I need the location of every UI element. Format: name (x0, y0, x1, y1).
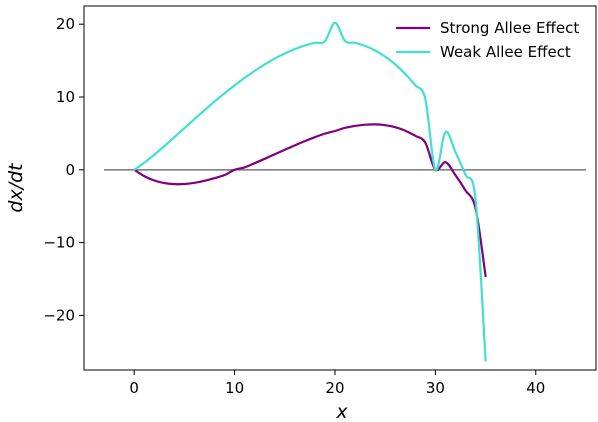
series-line-strong-allee (133, 123, 487, 278)
legend: Strong Allee Effect Weak Allee Effect (396, 19, 579, 61)
y-axis-label: dx/dt (5, 162, 27, 213)
series-line-weak-allee (133, 21, 487, 362)
x-tick-label: 20 (325, 379, 344, 397)
y-tick-label: 10 (56, 88, 75, 106)
x-tick-label: 30 (426, 379, 445, 397)
x-ticks: 0 10 20 30 40 (129, 370, 545, 397)
y-tick-label: 0 (65, 161, 75, 179)
x-tick-label: 10 (225, 379, 244, 397)
y-tick-label: −20 (43, 306, 75, 324)
y-ticks: 20 10 0 −10 −20 (43, 15, 84, 324)
plot-area (104, 21, 586, 362)
x-tick-label: 40 (526, 379, 545, 397)
x-axis-label: x (335, 401, 348, 422)
y-tick-label: 20 (56, 15, 75, 33)
series-group (133, 21, 487, 362)
x-tick-label: 0 (129, 379, 139, 397)
plot-frame (83, 5, 597, 371)
y-tick-label: −10 (43, 234, 75, 252)
legend-label: Strong Allee Effect (440, 19, 579, 37)
legend-label: Weak Allee Effect (440, 43, 571, 61)
